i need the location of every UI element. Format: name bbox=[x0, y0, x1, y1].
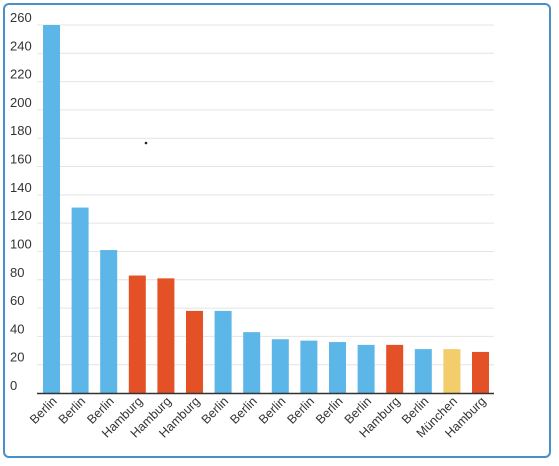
bar-8 bbox=[243, 332, 261, 393]
x-category-label: Berlin bbox=[199, 394, 232, 427]
bar-15 bbox=[443, 349, 461, 393]
bar-11 bbox=[329, 342, 346, 393]
y-tick-label: 100 bbox=[10, 236, 32, 251]
y-axis-tick-labels: 0 20 40 60 80 100 120 140 160 180 200 220 240 260 bbox=[10, 10, 32, 393]
y-tick-label: 140 bbox=[10, 180, 32, 195]
bar-9 bbox=[271, 339, 289, 393]
bar-7 bbox=[214, 310, 232, 393]
x-category-label: Berlin bbox=[227, 394, 260, 427]
y-tick-label: 80 bbox=[10, 265, 24, 280]
y-tick-label: 220 bbox=[10, 67, 32, 82]
y-tick-label: 200 bbox=[10, 95, 32, 110]
x-category-label: Berlin bbox=[27, 394, 60, 427]
bar-14 bbox=[414, 349, 432, 393]
y-tick-label: 180 bbox=[10, 123, 32, 138]
y-tick-label: 160 bbox=[10, 152, 32, 167]
bar-5 bbox=[157, 278, 175, 393]
y-tick-label: 120 bbox=[10, 208, 32, 223]
y-tick-label: 40 bbox=[10, 321, 24, 336]
bars bbox=[43, 25, 489, 393]
bar-10 bbox=[300, 340, 318, 393]
bar-3 bbox=[100, 250, 118, 393]
bar-1 bbox=[43, 25, 60, 393]
stray-dot bbox=[144, 141, 148, 145]
x-category-label: Berlin bbox=[313, 394, 346, 427]
bar-4 bbox=[128, 275, 146, 393]
y-tick-label: 20 bbox=[10, 350, 24, 365]
x-category-label: Berlin bbox=[256, 394, 289, 427]
bar-6 bbox=[186, 310, 203, 393]
bar-12 bbox=[357, 344, 375, 393]
y-tick-label: 60 bbox=[10, 293, 24, 308]
x-axis-category-labels: BerlinBerlinBerlinHamburgHamburgHamburgB… bbox=[27, 394, 489, 440]
x-category-label: Berlin bbox=[56, 394, 89, 427]
x-category-label: Berlin bbox=[285, 394, 318, 427]
y-tick-label: 260 bbox=[10, 10, 32, 25]
bar-13 bbox=[386, 344, 404, 393]
y-tick-label: 0 bbox=[10, 378, 17, 393]
bar-16 bbox=[472, 351, 489, 393]
bar-2 bbox=[71, 207, 89, 393]
y-tick-label: 240 bbox=[10, 38, 32, 53]
